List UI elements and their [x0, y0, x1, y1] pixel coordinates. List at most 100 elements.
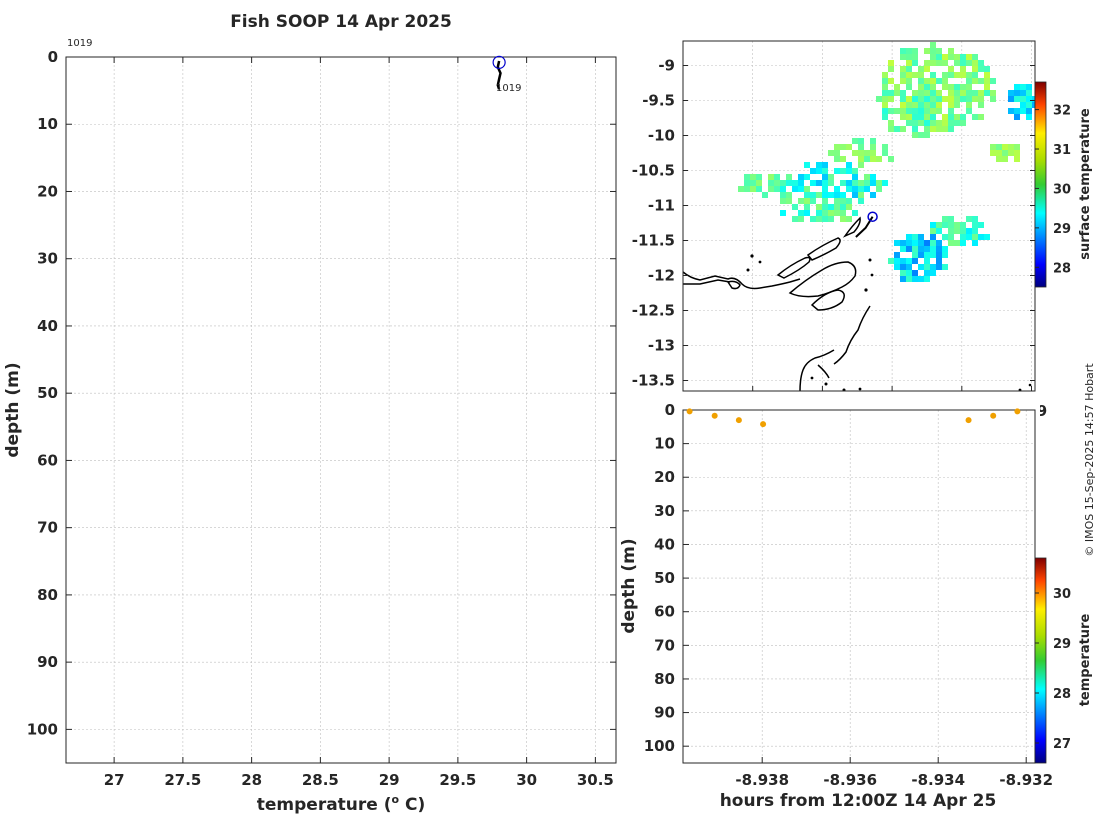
sst-cell [774, 180, 780, 186]
y-tick-label: 80 [654, 670, 675, 688]
sst-cell [930, 108, 936, 114]
sst-cell [924, 102, 930, 108]
sst-cell [906, 54, 912, 60]
sst-cell [852, 210, 858, 216]
sst-cell [918, 78, 924, 84]
sst-cell [924, 108, 930, 114]
y-tick-label: 70 [37, 519, 58, 537]
sst-cell [900, 66, 906, 72]
sst-cell [972, 54, 978, 60]
sst-cell [840, 144, 846, 150]
x-tick-label: -8.938 [735, 771, 789, 789]
sst-cell [948, 240, 954, 246]
sst-cell [840, 192, 846, 198]
sst-cell [876, 156, 882, 162]
sst-cell [900, 240, 906, 246]
sst-cell [954, 120, 960, 126]
sst-cell [966, 108, 972, 114]
sst-cell [936, 54, 942, 60]
sst-cell [888, 60, 894, 66]
sst-cell [816, 162, 822, 168]
profile-plot-frame [65, 56, 617, 764]
sst-cell [948, 114, 954, 120]
sst-cell [966, 84, 972, 90]
sst-cell [840, 180, 846, 186]
sst-cell [888, 78, 894, 84]
sst-cell [930, 90, 936, 96]
sst-cell [852, 168, 858, 174]
corner-label: 1019 [67, 38, 92, 49]
sst-cell [834, 168, 840, 174]
sst-cell [900, 276, 906, 282]
sst-cell [864, 180, 870, 186]
sst-cell [858, 150, 864, 156]
sst-cell [984, 234, 990, 240]
y-tick-label: 40 [37, 317, 58, 335]
sst-cell [990, 78, 996, 84]
sst-cell [1014, 156, 1020, 162]
sst-cell [936, 120, 942, 126]
sst-cell [942, 252, 948, 258]
sst-cell [810, 168, 816, 174]
sst-cell [906, 258, 912, 264]
sst-cell [930, 228, 936, 234]
sst-cell [918, 246, 924, 252]
sst-cell [942, 126, 948, 132]
credit-text: © IMOS 15-Sep-2025 14:57 Hobart [1083, 363, 1096, 557]
sst-cell [852, 180, 858, 186]
sst-cell [966, 228, 972, 234]
sst-cell [960, 66, 966, 72]
sst-cell [960, 120, 966, 126]
temperature-colorbar-label: temperature [1078, 614, 1093, 707]
sst-cell [786, 174, 792, 180]
colorbar-tick-label: 32 [1053, 104, 1071, 119]
sst-cell [906, 114, 912, 120]
colorbar-tick-label: 30 [1053, 182, 1071, 197]
sst-cell [888, 66, 894, 72]
sst-cell [936, 102, 942, 108]
sst-cell [948, 126, 954, 132]
sst-cell [1020, 102, 1026, 108]
sst-cell [942, 72, 948, 78]
sst-cell [744, 174, 750, 180]
sst-cell [906, 48, 912, 54]
sst-cell [954, 60, 960, 66]
sst-cell [972, 78, 978, 84]
sst-cell [924, 96, 930, 102]
sst-cell [978, 90, 984, 96]
sst-cell [762, 192, 768, 198]
sst-cell [948, 96, 954, 102]
sst-cell [810, 180, 816, 186]
sst-cell [942, 234, 948, 240]
sst-cell [936, 78, 942, 84]
sst-cell [750, 180, 756, 186]
sst-cell [816, 192, 822, 198]
y-axis-label: depth (m) [3, 362, 23, 457]
sst-cell [900, 126, 906, 132]
y-tick-label: 50 [654, 569, 675, 587]
sst-cell [828, 204, 834, 210]
sst-cell [960, 96, 966, 102]
sst-cell [930, 96, 936, 102]
sst-cell [858, 180, 864, 186]
sst-cell [846, 186, 852, 192]
sst-cell [822, 216, 828, 222]
map-lon-ticks: 125126127128129 [680, 386, 1047, 425]
sst-cell [942, 120, 948, 126]
x-tick-label: 29.5 [439, 771, 476, 789]
sst-cell [930, 246, 936, 252]
sst-cell [1032, 96, 1035, 102]
sst-cell [858, 162, 864, 168]
sst-cell [828, 210, 834, 216]
y-tick-label: 60 [654, 603, 675, 621]
sst-cell [948, 90, 954, 96]
temperature-colorbar [1034, 557, 1047, 764]
data-point [711, 412, 718, 419]
sst-cell [930, 222, 936, 228]
sst-cell [942, 246, 948, 252]
sst-cell [834, 150, 840, 156]
y-tick-label: 0 [48, 48, 58, 66]
sst-cell [858, 144, 864, 150]
sst-cell [828, 150, 834, 156]
colorbar-tick-label: 30 [1053, 587, 1071, 602]
